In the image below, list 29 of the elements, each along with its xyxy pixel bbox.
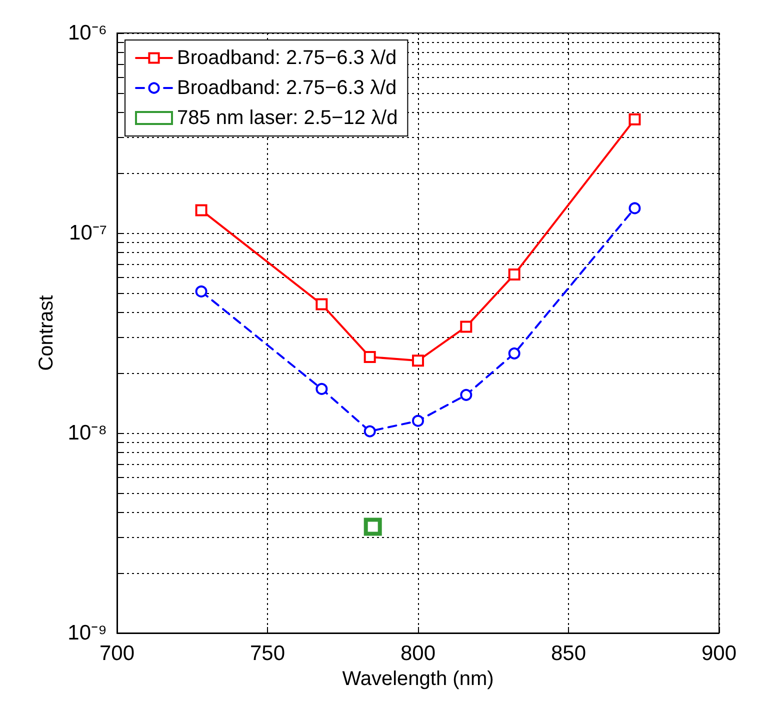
x-tick-label: 750 bbox=[250, 642, 286, 665]
y-axis-title: Contrast bbox=[36, 294, 58, 371]
x-tick-label: 900 bbox=[701, 642, 737, 665]
point bbox=[508, 268, 520, 281]
y-tick-label: 10⁻⁶ bbox=[68, 22, 107, 44]
point bbox=[460, 320, 472, 333]
x-tick-label: 850 bbox=[550, 642, 586, 665]
point bbox=[460, 388, 472, 401]
x-tick-label: 800 bbox=[400, 642, 436, 665]
point bbox=[508, 347, 520, 360]
legend-label: 785 nm laser: 2.5−12 λ/d bbox=[177, 107, 398, 129]
y-tick-label: 10⁻⁸ bbox=[68, 422, 107, 444]
point bbox=[316, 382, 328, 395]
point bbox=[364, 425, 376, 438]
y-tick-label: 10⁻⁷ bbox=[69, 222, 107, 244]
point bbox=[364, 350, 376, 363]
point bbox=[628, 202, 641, 214]
point bbox=[195, 204, 208, 216]
point bbox=[412, 354, 424, 367]
point bbox=[412, 414, 424, 427]
legend-label: Broadband: 2.75−6.3 λ/d bbox=[177, 47, 397, 69]
legend-label: Broadband: 2.75−6.3 λ/d bbox=[177, 77, 397, 99]
point bbox=[195, 285, 208, 298]
point bbox=[364, 518, 382, 536]
y-tick-label: 10⁻⁹ bbox=[68, 622, 107, 644]
x-tick-label: 700 bbox=[99, 642, 135, 665]
point bbox=[628, 113, 641, 126]
point bbox=[316, 298, 328, 310]
x-axis-title: Wavelength (nm) bbox=[342, 668, 494, 690]
